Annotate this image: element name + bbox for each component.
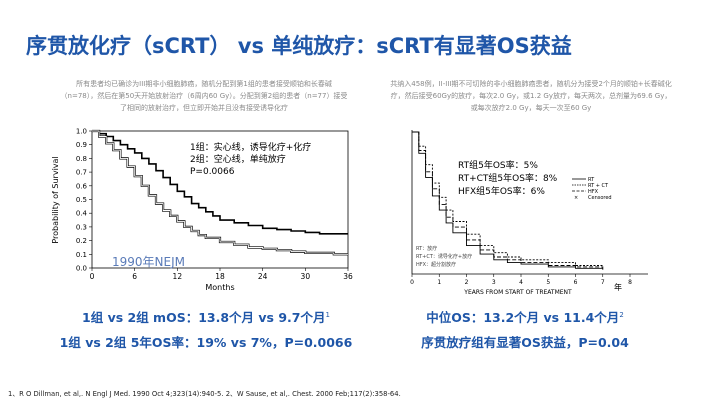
left-result-ref: 1 (325, 310, 330, 319)
left-x-tick-label: 30 (301, 272, 311, 281)
right-x-tick-label: 3 (492, 279, 496, 286)
right-x-tick-label: 6 (574, 279, 578, 286)
right-result-ref: 2 (619, 310, 624, 319)
right-os-line1: RT组5年OS率：5% (458, 159, 538, 171)
right-x-tick-label: 5 (546, 279, 550, 286)
right-result-pvalue: 序贯放疗组有显著OS获益，P=0.04 (421, 335, 629, 350)
left-y-tick-label: 0.2 (76, 237, 87, 245)
right-x-tick-label: 0 (410, 279, 414, 286)
left-x-tick-label: 0 (90, 272, 95, 281)
svg-text:×: × (574, 195, 578, 201)
left-result-mos: 1组 vs 2组 mOS：13.8个月 vs 9.7个月1 (56, 307, 356, 326)
left-legend-line2: 2组：空心线，单纯放疗 (190, 153, 286, 165)
left-survival-svg: 0.0 0.1 0.2 0.3 0.4 0.5 0.6 0.7 0.8 0.9 1.0 0 6 12 18… (51, 128, 353, 293)
right-os-line2: RT+CT组5年OS率：8% (458, 172, 558, 184)
left-legend-line1: 1组：实心线，诱导化疗+化疗 (190, 141, 311, 153)
right-x-tick-label: 4 (519, 279, 523, 286)
right-legend-hfx: HFX (588, 189, 599, 195)
right-series-legend: RT RT + CT HFX × Censored (572, 177, 612, 201)
left-y-tick-label: 0.6 (76, 182, 88, 190)
left-y-tick-label: 0.7 (76, 169, 87, 177)
left-y-tick-label: 0.1 (76, 251, 87, 259)
left-survival-chart: 0.0 0.1 0.2 0.3 0.4 0.5 0.6 0.7 0.8 0.9 1.0 0 6 12 18… (40, 120, 360, 298)
left-y-tick-label: 0.8 (76, 155, 87, 163)
right-x-tick-label: 7 (601, 279, 605, 286)
right-description: 共纳入458例，II-III期不可切除的非小细胞肺癌患者，随机分为接受2个月的顺… (390, 80, 672, 112)
slide-title: 序贯放化疗（sCRT） vs 单纯放疗：sCRT有显著OS获益 (26, 34, 572, 58)
left-y-tick-label: 0.0 (76, 265, 87, 273)
left-y-axis-label: Probability of Survival (51, 156, 60, 243)
left-result-mos-text: 1组 vs 2组 mOS：13.8个月 vs 9.7个月 (82, 310, 326, 325)
left-y-tick-label: 0.9 (76, 141, 87, 149)
right-legend-censored: Censored (588, 195, 612, 201)
right-legend-rt: RT (588, 177, 595, 183)
right-series-rtct-line (412, 131, 604, 267)
left-y-tick-label: 0.4 (76, 210, 88, 218)
left-y-tick-label: 1.0 (76, 128, 87, 136)
right-key-line2: RT+CT：诱导化疗+放疗 (416, 253, 472, 260)
left-description: 所有患者均已确诊为III期非小细胞肺癌，随机分配到第1组的患者接受顺铂和长春碱（… (60, 80, 348, 112)
right-key-line3: HFX：超分割放疗 (416, 261, 456, 268)
left-x-tick-label: 24 (258, 272, 268, 281)
left-series-group1-line (92, 130, 348, 235)
right-x-tick-label: 8 (628, 279, 632, 286)
right-x-tick-label: 2 (465, 279, 469, 286)
left-series-group2-line-inner (92, 130, 348, 255)
left-x-tick-label: 12 (173, 272, 183, 281)
left-x-axis-label: Months (205, 283, 234, 292)
left-x-tick-label: 18 (215, 272, 225, 281)
right-x-tick-label: 1 (437, 279, 441, 286)
right-key-line1: RT：放疗 (416, 245, 437, 252)
right-result-mos: 中位OS：13.2个月 vs 11.4个月2 (380, 307, 670, 326)
slide-footer-references: 1、R O Dillman, et al,. N Engl J Med. 199… (8, 390, 401, 398)
right-legend-rtct: RT + CT (588, 183, 609, 189)
left-result-5yos: 1组 vs 2组 5年OS率：19% vs 7%，P=0.0066 (59, 335, 353, 350)
right-series-hfx-line (412, 131, 604, 269)
right-year-label: 年 (614, 282, 622, 292)
left-x-tick-label: 36 (343, 272, 353, 281)
right-result-mos-text: 中位OS：13.2个月 vs 11.4个月 (426, 310, 620, 325)
left-watermark: 1990年NEJM (112, 255, 185, 269)
right-series-rt-line (412, 131, 604, 270)
left-y-tick-label: 0.5 (76, 196, 87, 204)
left-legend-line3: P=0.0066 (190, 167, 235, 177)
left-x-tick-label: 6 (132, 272, 137, 281)
left-y-tick-label: 0.3 (76, 223, 87, 231)
right-x-axis-label: YEARS FROM START OF TREATMENT (463, 289, 572, 296)
right-os-line3: HFX组5年OS率：6% (458, 185, 545, 197)
